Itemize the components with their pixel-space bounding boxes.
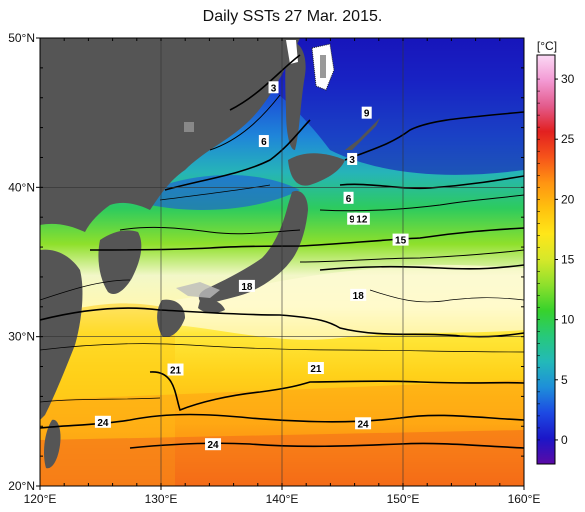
contour-label-box <box>343 191 354 204</box>
isotherm-contours <box>40 54 524 449</box>
y-tick-label: 40°N <box>8 180 35 194</box>
colorbar-tick-label: 15 <box>561 253 575 267</box>
contour-label-box <box>392 233 409 246</box>
x-axis: 120°E 130°E 140°E 150°E 160°E <box>24 38 541 506</box>
y-tick-label: 50°N <box>8 31 35 45</box>
contour-label: 18 <box>241 282 253 293</box>
contour-label-box <box>167 363 184 376</box>
colorbar-tick-label: 25 <box>561 132 575 146</box>
x-tick-label: 140°E <box>266 492 299 506</box>
contour-label-box <box>347 152 358 165</box>
y-tick-label: 30°N <box>8 330 35 344</box>
contour-label-box <box>353 212 370 225</box>
colorbar-tick-label: 20 <box>561 192 575 206</box>
contour-label-box <box>94 415 111 428</box>
contour-label: 3 <box>349 155 355 166</box>
contour-label: 21 <box>310 364 322 375</box>
contour-label-box <box>268 81 279 94</box>
colorbar-tick-label: 10 <box>561 313 575 327</box>
contour-label: 6 <box>261 137 267 148</box>
contour-label: 9 <box>349 215 355 226</box>
contour-label-box <box>238 279 255 292</box>
x-tick-label: 130°E <box>145 492 178 506</box>
contour-label-box <box>205 438 222 451</box>
y-axis: 50°N 40°N 30°N 20°N <box>8 31 524 493</box>
contour-label-box <box>355 417 372 430</box>
contour-label: 3 <box>271 83 277 94</box>
contour-label-box <box>307 362 324 375</box>
contour-label: 24 <box>358 419 370 430</box>
contour-label: 24 <box>97 418 109 429</box>
contour-label: 15 <box>395 236 407 247</box>
colorbar-tick-label: 0 <box>561 433 568 447</box>
contour-label: 9 <box>364 109 370 120</box>
contour-label: 6 <box>346 194 352 205</box>
y-tick-label: 20°N <box>8 479 35 493</box>
contour-label-box <box>361 106 372 119</box>
contour-label-box <box>347 212 358 225</box>
colorbar-ticks: 30 25 20 15 10 5 0 <box>537 72 575 447</box>
colorbar-tick-label: 30 <box>561 72 575 86</box>
contour-label-box <box>350 288 367 301</box>
contour-label: 12 <box>356 215 368 226</box>
x-tick-label: 150°E <box>387 492 420 506</box>
contour-label: 21 <box>170 366 182 377</box>
graticule <box>40 38 524 486</box>
contour-label: 18 <box>353 291 365 302</box>
colorbar: [°C] 30 25 20 15 10 5 0 <box>536 39 575 465</box>
colorbar-unit-label: [°C] <box>537 39 557 53</box>
contour-label: 24 <box>207 440 219 451</box>
contour-label-box <box>258 135 269 148</box>
x-tick-label: 160°E <box>508 492 541 506</box>
x-tick-label: 120°E <box>24 492 57 506</box>
map-title: Daily SSTs 27 Mar. 2015. <box>202 8 383 25</box>
colorbar-tick-label: 5 <box>561 373 568 387</box>
